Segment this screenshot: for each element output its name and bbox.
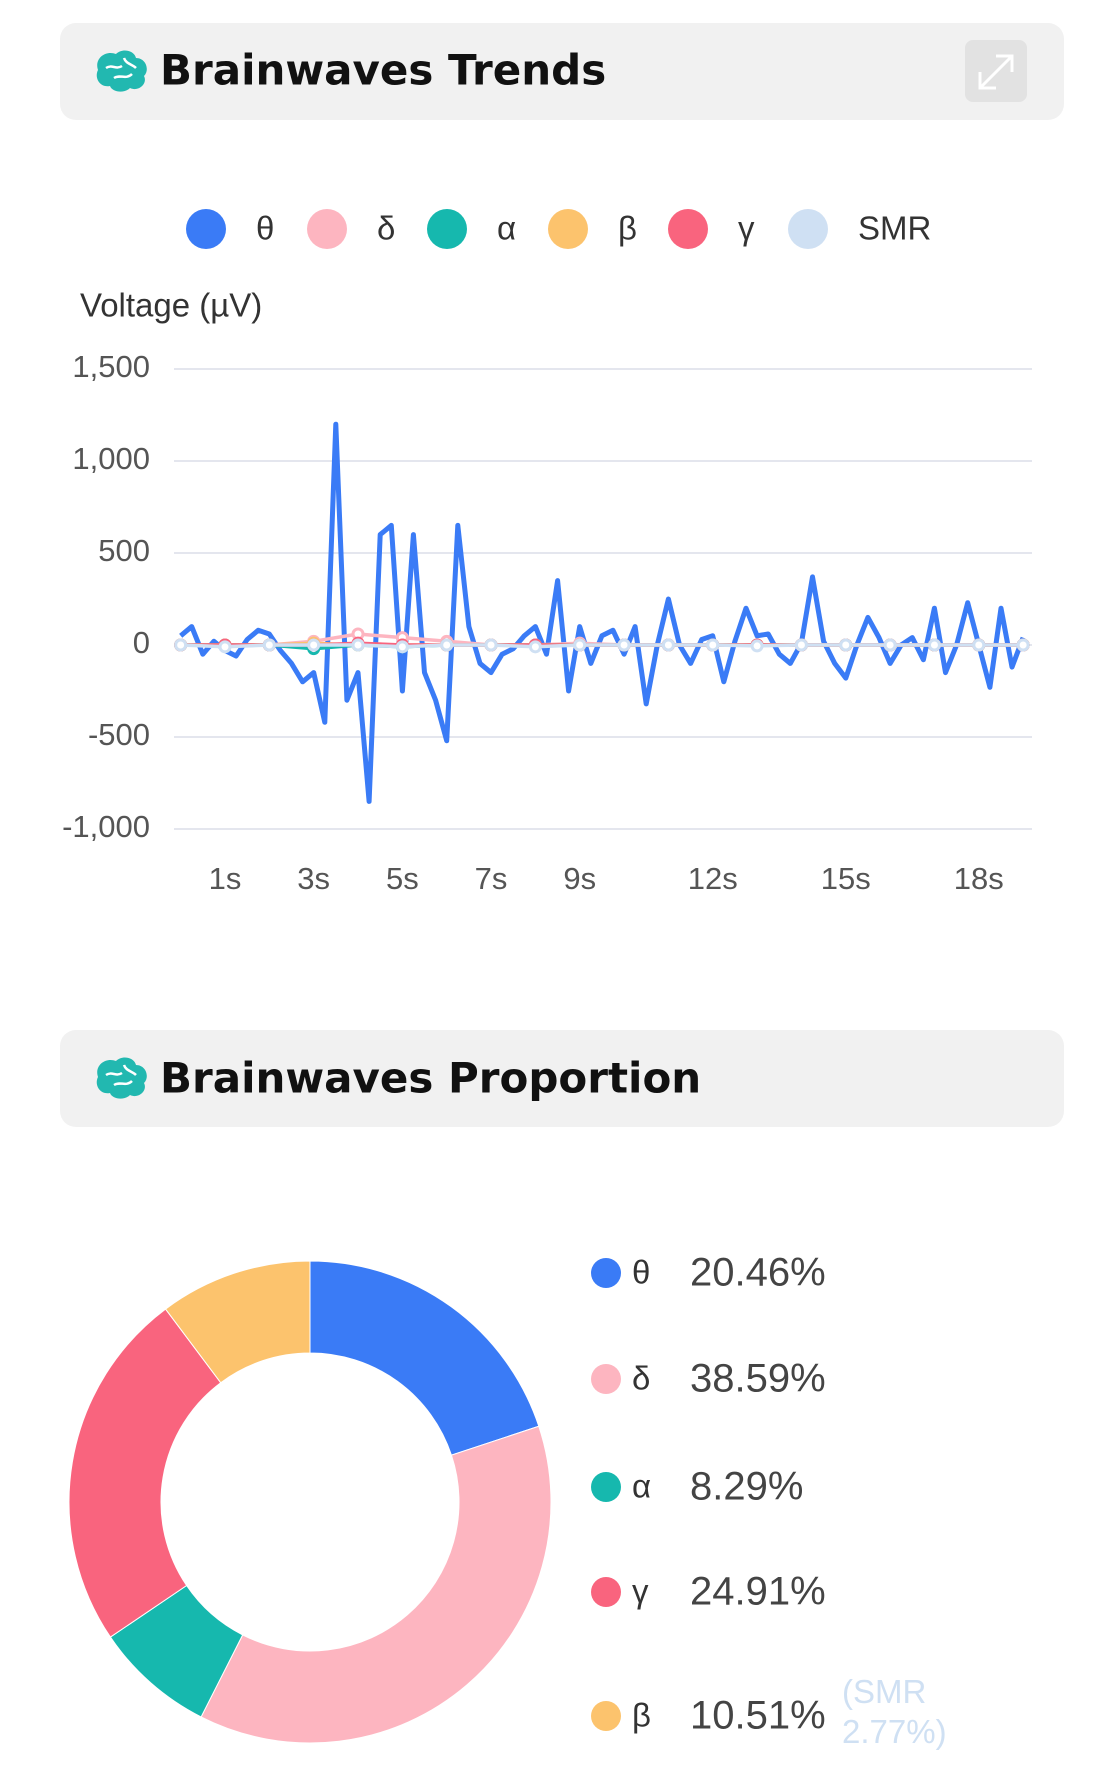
donut-slice: [309, 1260, 540, 1456]
donut-slice: [164, 1260, 311, 1384]
legend-label: δ: [377, 210, 395, 247]
point-marker: [573, 638, 587, 652]
expand-button[interactable]: [965, 40, 1027, 102]
value-label: 24.91%: [690, 1570, 826, 1614]
point-marker: [528, 640, 542, 654]
point-marker: [794, 638, 808, 652]
donut-slice: [68, 1308, 222, 1638]
legend-swatch: [548, 209, 588, 249]
point-marker: [484, 638, 498, 652]
smr-note: (SMR 2.77%): [842, 1673, 947, 1750]
x-tick-label: 5s: [386, 861, 419, 896]
legend-label: γ: [632, 1573, 649, 1610]
legend-swatch: [591, 1577, 621, 1607]
value-label: 8.29%: [690, 1465, 803, 1509]
point-marker: [927, 638, 941, 652]
point-marker: [750, 639, 764, 653]
value-label: 20.46%: [690, 1251, 826, 1295]
legend-label: SMR: [858, 210, 931, 247]
legend-label: β: [632, 1697, 651, 1734]
legend-swatch: [668, 209, 708, 249]
value-label: 38.59%: [690, 1357, 826, 1401]
x-tick-label: 12s: [688, 861, 738, 896]
y-tick-label: 1,500: [72, 349, 150, 384]
x-tick-label: 1s: [209, 861, 242, 896]
series-line: [180, 643, 1024, 649]
legend-label: β: [618, 210, 637, 247]
legend-label: δ: [632, 1360, 650, 1397]
legend-swatch: [427, 209, 467, 249]
legend-swatch: [788, 209, 828, 249]
legend-swatch: [591, 1258, 621, 1288]
donut-slice: [200, 1425, 552, 1744]
point-marker: [262, 638, 276, 652]
chart-title: Brainwaves Trends: [160, 46, 606, 95]
y-axis-label: Voltage (µV): [80, 287, 262, 324]
legend-label: α: [632, 1468, 651, 1505]
legend-swatch: [307, 209, 347, 249]
point-marker: [395, 640, 409, 654]
header-panel: [60, 23, 1064, 120]
legend-label: γ: [738, 210, 755, 247]
point-marker: [883, 638, 897, 652]
y-tick-label: -500: [88, 717, 150, 752]
point-marker: [307, 638, 321, 652]
y-tick-label: -1,000: [62, 809, 150, 844]
point-marker: [706, 638, 720, 652]
legend-swatch: [591, 1364, 621, 1394]
y-tick-label: 0: [133, 625, 150, 660]
y-tick-label: 1,000: [72, 441, 150, 476]
legend-label: θ: [256, 210, 274, 247]
point-marker: [174, 638, 188, 652]
x-tick-label: 15s: [821, 861, 871, 896]
legend-swatch: [591, 1472, 621, 1502]
point-marker: [440, 638, 454, 652]
point-marker: [839, 638, 853, 652]
x-tick-label: 3s: [297, 861, 330, 896]
legend-label: α: [497, 210, 516, 247]
legend-swatch: [186, 209, 226, 249]
value-label: 10.51%: [690, 1694, 826, 1738]
point-marker: [351, 638, 365, 652]
header-panel: [60, 1030, 1064, 1127]
x-tick-label: 9s: [563, 861, 596, 896]
point-marker: [617, 638, 631, 652]
point-marker: [972, 638, 986, 652]
x-tick-label: 7s: [475, 861, 508, 896]
legend-label: θ: [632, 1254, 650, 1291]
x-tick-label: 18s: [954, 861, 1004, 896]
series-line: [179, 421, 1026, 804]
legend-swatch: [591, 1701, 621, 1731]
point-marker: [1016, 638, 1030, 652]
point-marker: [218, 640, 232, 654]
chart-title: Brainwaves Proportion: [160, 1054, 701, 1103]
point-marker: [661, 638, 675, 652]
y-tick-label: 500: [98, 533, 150, 568]
